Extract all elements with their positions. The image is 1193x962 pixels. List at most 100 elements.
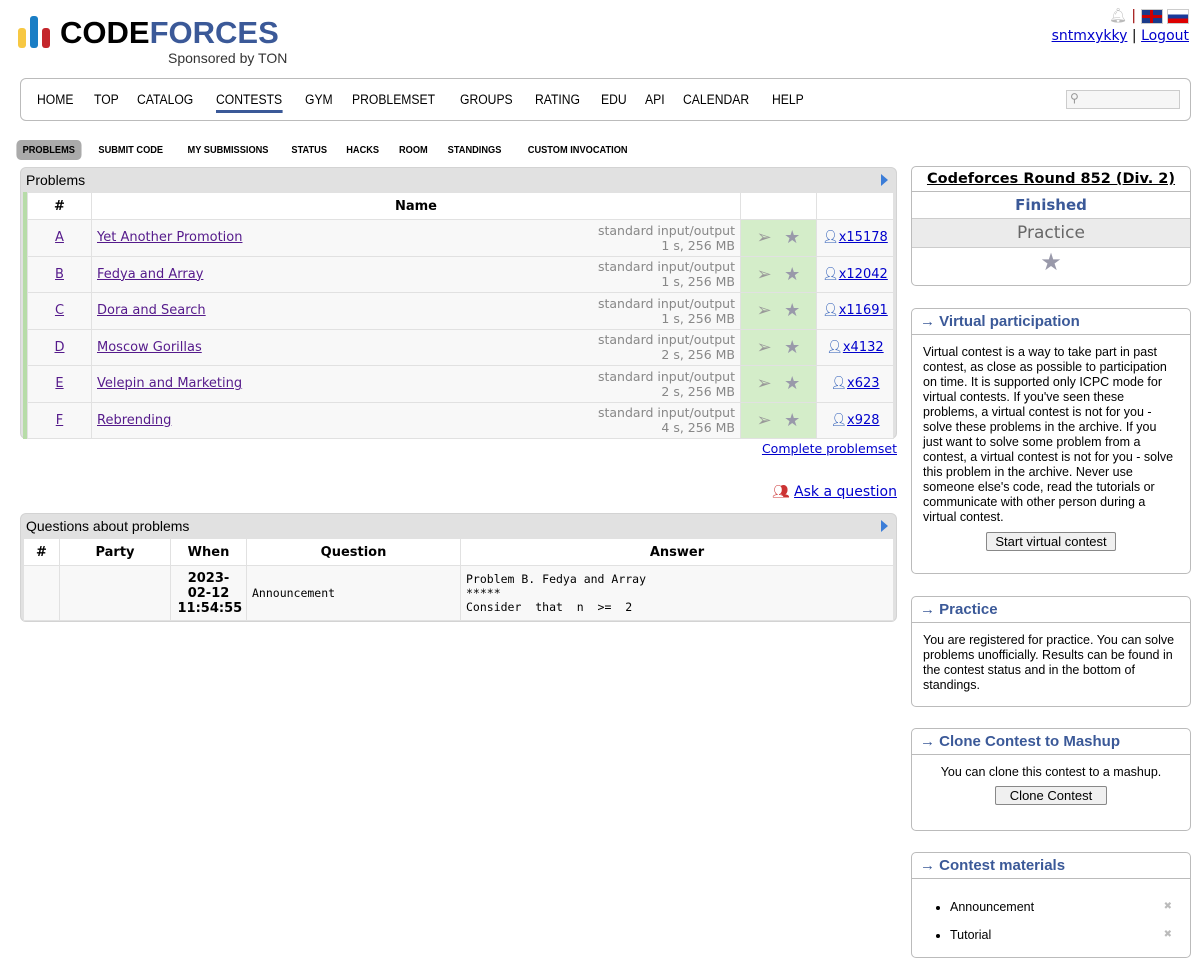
tab-room[interactable]: ROOM [398,144,428,156]
problem-row: B Fedya and Array standard input/output 1… [27,255,894,293]
favorite-star-icon[interactable]: ★ [1040,248,1062,276]
clone-contest-button[interactable]: Clone Contest [994,786,1108,805]
solved-count-link[interactable]: x11691 [838,303,888,319]
problem-index-link[interactable]: B [55,266,64,282]
menu-problemset[interactable]: PROBLEMSET [351,92,435,107]
search-input[interactable]: ⚲ [1066,90,1180,109]
menu-catalog[interactable]: CATALOG [137,92,194,107]
start-virtual-contest-button[interactable]: Start virtual contest [986,532,1116,551]
q-num [23,565,60,621]
contest-subnav: PROBLEMS SUBMIT CODE MY SUBMISSIONS STAT… [12,140,642,160]
problem-name-link[interactable]: Moscow Gorillas [97,339,202,355]
submit-paper-plane-icon[interactable]: ➢ [756,263,772,285]
practice-box: → Practice You are registered for practi… [911,596,1191,707]
clone-contest-box: → Clone Contest to Mashup You can clone … [911,728,1191,831]
favorite-star-icon[interactable]: ★ [784,336,801,358]
submit-paper-plane-icon[interactable]: ➢ [756,409,772,431]
solved-count-link[interactable]: x623 [847,376,880,392]
problem-limits: standard input/output 4 s, 256 MB [597,405,735,436]
submit-paper-plane-icon[interactable]: ➢ [756,336,772,358]
tab-submit-code[interactable]: SUBMIT CODE [97,144,163,156]
problem-row: E Velepin and Marketing standard input/o… [27,365,894,403]
tab-standings[interactable]: STANDINGS [448,144,502,156]
problem-name-link[interactable]: Dora and Search [97,303,206,319]
remove-icon[interactable]: ✖ [1163,929,1172,940]
col-answer: Answer [460,538,894,566]
materials-title: → Contest materials [912,853,1190,879]
material-item[interactable]: Announcement✖ [950,893,1190,921]
tab-status[interactable]: STATUS [291,144,328,156]
problem-limits: standard input/output 1 s, 256 MB [597,295,735,326]
user-icon: 👤︎ [830,412,847,428]
problem-index-link[interactable]: C [54,303,65,319]
toggle-arrow-icon[interactable] [881,520,888,532]
sponsor-text: Sponsored by TON [168,50,288,66]
virtual-title: → Virtual participation [912,309,1190,335]
q-answer: Problem B. Fedya and Array ***** Consider … [460,565,894,621]
solved-count-link[interactable]: x12042 [838,266,888,282]
codeforces-logo[interactable]: CODEFORCES Sponsored by TON [18,16,287,66]
problem-index-link[interactable]: A [55,230,64,246]
menu-calendar[interactable]: CALENDAR [682,92,750,107]
username-link[interactable]: sntmxykky [1051,28,1128,44]
problems-table: # Name A Yet Another Promotion standard i… [27,192,894,439]
questions-caption: Questions about problems [26,518,190,534]
problem-name-link[interactable]: Rebrending [97,412,172,428]
contest-info-box: Codeforces Round 852 (Div. 2) Finished P… [911,166,1191,286]
main-menu: HOME TOP CATALOG CONTESTS GYM PROBLEMSET… [20,78,1191,121]
favorite-star-icon[interactable]: ★ [784,227,801,249]
contest-title-link[interactable]: Codeforces Round 852 (Div. 2) [926,171,1176,187]
solved-count-link[interactable]: x4132 [842,339,884,355]
uk-flag-icon[interactable] [1140,8,1163,24]
search-icon: ⚲ [1070,91,1079,105]
user-icon: 👤︎ [822,266,839,282]
logo-bar-blue [30,16,38,48]
menu-gym[interactable]: GYM [305,92,333,107]
toggle-arrow-icon[interactable] [881,174,888,186]
menu-rating[interactable]: RATING [534,92,580,107]
favorite-star-icon[interactable]: ★ [784,263,801,285]
ask-question[interactable]: 👥︎ Ask a question [772,484,897,500]
submit-paper-plane-icon[interactable]: ➢ [756,300,772,322]
separator: | [1131,8,1137,24]
menu-top[interactable]: TOP [93,92,119,107]
menu-groups[interactable]: GROUPS [460,92,513,107]
tab-my-submissions[interactable]: MY SUBMISSIONS [187,144,269,156]
menu-home[interactable]: HOME [37,92,74,107]
col-when: When [170,538,247,566]
material-item[interactable]: Tutorial✖ [950,921,1190,949]
favorite-star-icon[interactable]: ★ [784,300,801,322]
problem-name-link[interactable]: Velepin and Marketing [97,376,243,392]
solved-count-link[interactable]: x928 [847,412,880,428]
tab-custom-invocation[interactable]: CUSTOM INVOCATION [527,144,628,156]
problem-name-link[interactable]: Fedya and Array [97,266,204,282]
problem-row: D Moscow Gorillas standard input/output 2… [27,328,894,366]
problems-caption: Problems [26,172,86,188]
tab-problems[interactable]: PROBLEMS [16,140,82,160]
problem-row: F Rebrending standard input/output 4 s, 2… [27,401,894,439]
favorite-star-icon[interactable]: ★ [784,373,801,395]
logo-bar-yellow [18,28,26,48]
favorite-star-icon[interactable]: ★ [784,409,801,431]
logout-link[interactable]: Logout [1141,28,1189,44]
problem-name-link[interactable]: Yet Another Promotion [97,230,243,246]
complete-problemset-link[interactable]: Complete problemset [761,441,897,456]
bell-icon[interactable]: 🔔︎ [1109,8,1127,24]
menu-contests[interactable]: CONTESTS [215,92,282,113]
col-party: Party [59,538,171,566]
problem-index-link[interactable]: D [54,339,65,355]
solved-count-link[interactable]: x15178 [838,230,888,246]
problem-index-link[interactable]: E [55,376,64,392]
remove-icon[interactable]: ✖ [1163,901,1172,912]
menu-edu[interactable]: EDU [600,92,627,107]
menu-api[interactable]: API [645,92,665,107]
submit-paper-plane-icon[interactable]: ➢ [756,227,772,249]
submit-paper-plane-icon[interactable]: ➢ [756,373,772,395]
problem-index-link[interactable]: F [55,412,64,428]
contest-materials-box: → Contest materials Announcement✖ Tutori… [911,852,1191,958]
ask-question-link[interactable]: Ask a question [794,484,897,500]
tab-hacks[interactable]: HACKS [346,144,380,156]
practice-text: You are registered for practice. You can… [923,633,1175,692]
menu-help[interactable]: HELP [772,92,805,107]
ru-flag-icon[interactable] [1167,8,1189,24]
